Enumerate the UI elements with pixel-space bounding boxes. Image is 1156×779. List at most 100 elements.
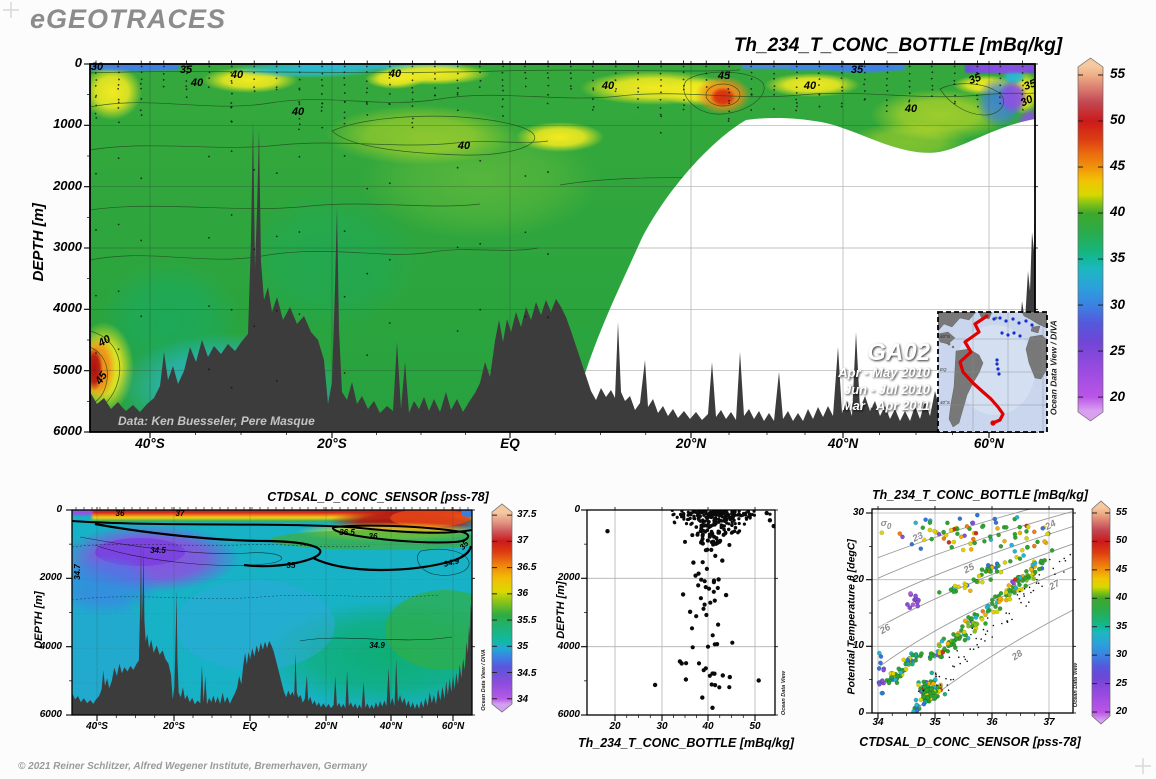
- svg-text:36: 36: [369, 532, 378, 541]
- section-colorbar-tick: 25: [1110, 342, 1126, 358]
- section-y-tick: 0: [74, 55, 82, 70]
- profile-y-tick: 6000: [557, 709, 580, 720]
- section-x-tick: 60°N: [973, 436, 1005, 451]
- section-colorbar-tick: 40: [1110, 204, 1126, 220]
- ts-y-tick: 20: [852, 574, 864, 585]
- section-y-tick: 4000: [53, 300, 82, 315]
- salinity-y-tick: 6000: [39, 709, 62, 720]
- section-y-tick: 6000: [53, 423, 82, 438]
- svg-text:45: 45: [717, 70, 731, 82]
- salinity-gridlines: [72, 510, 472, 715]
- odv-watermark-ts: Ocean Data View: [1072, 662, 1079, 708]
- section-x-tick: 40°N: [827, 436, 859, 451]
- svg-text:40: 40: [601, 80, 615, 92]
- odv-watermark-salinity: Ocean Data View / DIVA: [480, 649, 487, 711]
- station-dots: [94, 65, 1024, 389]
- section-x-tick: EQ: [500, 436, 520, 451]
- ts-colorbar-tick: 55: [1116, 507, 1128, 518]
- registration-mark: [3, 2, 1151, 774]
- footer-copyright: © 2021 Reiner Schlitzer, Alfred Wegener …: [18, 761, 368, 772]
- ts-x-tick: 37: [1043, 717, 1055, 728]
- profile-x-axis-label: Th_234_T_CONC_BOTTLE [mBq/kg]: [577, 736, 794, 750]
- svg-text:35: 35: [967, 71, 983, 87]
- section-y-tick: 3000: [53, 239, 82, 254]
- svg-text:40: 40: [388, 68, 402, 80]
- map-ocean-shading: [955, 325, 1035, 415]
- ts-data-points: [876, 512, 1073, 713]
- ts-colorbar-tick: 40: [1116, 592, 1128, 604]
- ts-x-axis-label: CTDSAL_D_CONC_SENSOR [pss-78]: [859, 735, 1081, 749]
- svg-text:40: 40: [190, 77, 204, 89]
- svg-text:40: 40: [904, 103, 918, 115]
- app-logo: eGEOTRACES: [30, 4, 227, 34]
- salinity-x-tick: 40°N: [379, 721, 403, 732]
- svg-text:EQ: EQ: [940, 367, 947, 372]
- section-colorbar-tick: 30: [1110, 296, 1126, 312]
- map-lat-labels: 40°N EQ 40°S: [940, 334, 951, 405]
- svg-text:σ0: σ0: [881, 518, 892, 531]
- cruise-date: Mar - Apr 2011: [841, 398, 930, 413]
- cruise-track: [958, 314, 1005, 425]
- salinity-axis-ticks: [66, 507, 475, 721]
- svg-text:40: 40: [803, 80, 817, 92]
- ts-colorbar-tick: 50: [1116, 535, 1128, 547]
- salinity-colorbar-tick: 35.5: [517, 614, 537, 626]
- cruise-date: Apr - May 2010: [838, 365, 930, 380]
- inset-map[interactable]: 40°N EQ 40°S: [937, 311, 1048, 433]
- svg-text:40: 40: [291, 106, 305, 118]
- section-x-tick: 40°S: [135, 436, 165, 451]
- salinity-x-tick: 20°S: [163, 721, 185, 732]
- salinity-bathymetry: [72, 541, 472, 715]
- svg-text:35: 35: [287, 561, 296, 570]
- svg-text:37: 37: [176, 509, 185, 518]
- ts-y-tick: 30: [852, 507, 864, 518]
- salinity-y-tick: 0: [56, 504, 62, 515]
- bathymetry: [90, 120, 1035, 432]
- salinity-colorbar-tick: 34.5: [517, 667, 537, 679]
- ts-x-tick: 35: [929, 717, 941, 728]
- section-colorbar-tick: 35: [1110, 250, 1126, 266]
- svg-text:35: 35: [851, 64, 864, 76]
- ts-axis-ticks: [866, 506, 1076, 719]
- salinity-title: CTDSAL_D_CONC_SENSOR [pss-78]: [267, 490, 489, 504]
- profile-axis-ticks: [581, 507, 778, 721]
- ts-x-tick: 36: [986, 717, 998, 728]
- section-y-tick: 1000: [53, 116, 82, 131]
- salinity-y-tick: 2000: [39, 572, 62, 583]
- svg-text:40°N: 40°N: [940, 334, 951, 339]
- ts-y-tick: 10: [852, 640, 864, 651]
- svg-text:36.5: 36.5: [339, 528, 355, 537]
- section-title: Th_234_T_CONC_BOTTLE [mBq/kg]: [733, 35, 1063, 56]
- svg-text:34.5: 34.5: [150, 546, 166, 555]
- profile-plot-area[interactable]: [581, 507, 778, 721]
- ts-colorbar: [1091, 500, 1111, 725]
- svg-text:40: 40: [230, 69, 244, 81]
- salinity-colorbar-tick: 36: [517, 588, 529, 600]
- profile-data-points: [605, 510, 775, 710]
- svg-text:30: 30: [91, 61, 104, 73]
- svg-text:40: 40: [457, 140, 471, 152]
- ts-y-tick: 0: [858, 707, 864, 718]
- data-credit: Data: Ken Buesseler, Pere Masque: [118, 414, 315, 428]
- section-colorbar-tick: 55: [1110, 66, 1126, 81]
- salinity-x-tick: 20°N: [314, 721, 338, 732]
- svg-text:36: 36: [116, 509, 125, 518]
- salinity-colorbar-tick: 35: [517, 641, 529, 653]
- profile-gridlines: [587, 510, 775, 715]
- salinity-colorbar-tick: 36.5: [517, 561, 537, 573]
- ts-title: Th_234_T_CONC_BOTTLE [mBq/kg]: [871, 488, 1088, 502]
- salinity-x-tick: 60°N: [441, 721, 465, 732]
- section-colorbar: [1077, 57, 1104, 422]
- no-data-region: [568, 117, 1035, 432]
- profile-x-tick: 20: [609, 721, 621, 732]
- profile-y-tick: 4000: [557, 641, 580, 652]
- profile-x-tick: 50: [749, 721, 761, 732]
- ts-colorbar-tick: 30: [1116, 649, 1128, 661]
- section-y-tick: 2000: [53, 178, 82, 193]
- profile-x-tick: 40: [702, 721, 714, 732]
